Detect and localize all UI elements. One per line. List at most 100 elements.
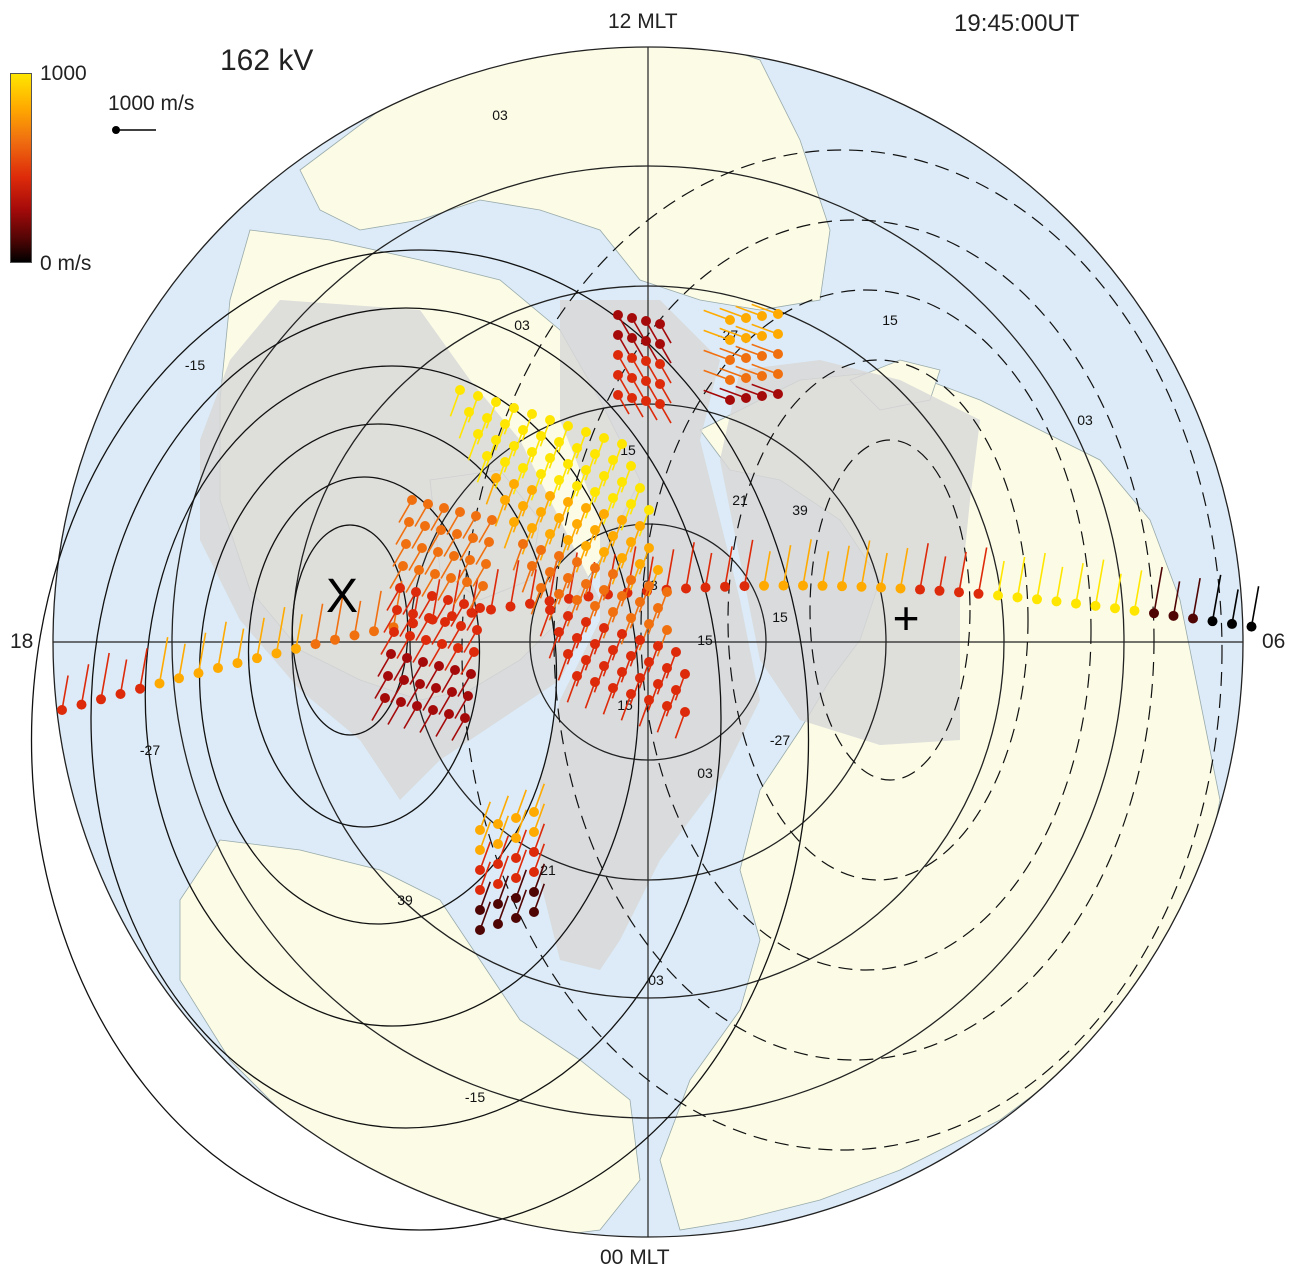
velocity-vector bbox=[511, 889, 528, 923]
velocity-vector bbox=[575, 579, 591, 611]
velocity-vector bbox=[584, 449, 600, 481]
velocity-vector bbox=[1207, 574, 1222, 627]
velocity-vector bbox=[566, 595, 582, 627]
velocity-vector bbox=[437, 573, 456, 601]
velocity-vector bbox=[425, 661, 444, 689]
velocity-vector bbox=[503, 441, 519, 473]
contour-dawn-3 bbox=[640, 289, 1092, 971]
velocity-vector bbox=[475, 861, 492, 895]
velocity-vector bbox=[548, 475, 564, 507]
velocity-vector bbox=[462, 511, 481, 539]
velocity-vector bbox=[383, 605, 402, 633]
velocity-vector bbox=[435, 709, 454, 737]
velocity-vector bbox=[1032, 552, 1046, 605]
velocity-vector bbox=[655, 379, 672, 404]
velocity-vector bbox=[386, 583, 405, 611]
velocity-vector bbox=[557, 611, 573, 643]
velocity-vector bbox=[440, 551, 459, 579]
mlt-label-midnight: 00 MLT bbox=[600, 1246, 670, 1269]
velocity-vector bbox=[349, 600, 362, 641]
velocity-vector bbox=[451, 713, 470, 741]
velocity-vector bbox=[411, 521, 430, 549]
velocity-vector bbox=[310, 603, 324, 650]
velocity-vector bbox=[641, 336, 658, 361]
coverage-west bbox=[200, 300, 600, 800]
velocity-vector bbox=[566, 671, 582, 703]
velocity-vector bbox=[566, 481, 582, 513]
velocity-vector bbox=[174, 643, 186, 684]
velocity-vector bbox=[512, 425, 528, 457]
velocity-vector bbox=[447, 569, 461, 622]
velocity-vector bbox=[511, 829, 528, 863]
velocity-vector bbox=[566, 633, 582, 665]
velocity-vector bbox=[735, 345, 767, 361]
velocity-vector bbox=[291, 614, 303, 654]
velocity-vector bbox=[611, 477, 627, 509]
velocity-vector bbox=[467, 429, 483, 461]
velocity-vector bbox=[638, 581, 654, 613]
velocity-vector bbox=[380, 627, 399, 655]
velocity-vector bbox=[629, 521, 645, 553]
velocity-vector bbox=[602, 607, 618, 639]
velocity-vector bbox=[602, 455, 618, 487]
velocity-vector bbox=[475, 537, 494, 565]
velocity-vector bbox=[719, 327, 751, 343]
velocity-vector bbox=[584, 677, 600, 709]
velocity-vector bbox=[512, 539, 528, 571]
velocity-vector bbox=[620, 689, 636, 721]
velocity-vector bbox=[638, 505, 654, 537]
velocity-vector bbox=[641, 396, 658, 421]
velocity-vector bbox=[539, 453, 555, 485]
velocity-vector bbox=[703, 309, 735, 325]
velocity-vector bbox=[1149, 566, 1163, 619]
velocity-vector bbox=[494, 419, 510, 451]
velocity-vector bbox=[475, 821, 492, 855]
velocity-vector bbox=[954, 551, 967, 598]
velocity-vector bbox=[584, 563, 600, 595]
velocity-vector bbox=[389, 561, 408, 589]
mlt-label-dusk: 18 bbox=[10, 630, 34, 653]
velocity-vector bbox=[521, 523, 537, 555]
velocity-vector bbox=[593, 547, 609, 579]
velocity-vector bbox=[557, 459, 573, 491]
velocity-vector bbox=[494, 457, 510, 489]
velocity-vector bbox=[444, 643, 463, 671]
velocity-vector bbox=[438, 687, 457, 715]
velocity-vector bbox=[511, 809, 528, 843]
contour-label-19: 03 bbox=[648, 972, 664, 988]
velocity-vector bbox=[1168, 581, 1181, 621]
velocity-vector bbox=[681, 542, 695, 594]
velocity-vector bbox=[539, 529, 555, 561]
velocity-vector bbox=[593, 661, 609, 693]
velocity-vector bbox=[627, 313, 644, 338]
velocity-vector bbox=[656, 625, 672, 657]
velocity-vector bbox=[398, 495, 417, 523]
velocity-vector bbox=[512, 501, 528, 533]
velocity-vectors bbox=[57, 303, 1260, 935]
velocity-vector bbox=[557, 649, 573, 681]
velocity-vector bbox=[529, 803, 546, 837]
velocity-vector bbox=[1129, 570, 1143, 616]
velocity-vector bbox=[430, 503, 449, 531]
colorbar-max-label: 1000 bbox=[40, 62, 87, 85]
velocity-vector bbox=[655, 359, 672, 384]
velocity-vector bbox=[466, 578, 479, 618]
velocity-vector bbox=[485, 435, 501, 467]
velocity-vector bbox=[876, 552, 888, 593]
velocity-vector bbox=[856, 540, 871, 592]
velocity-vector bbox=[530, 545, 546, 577]
velocity-vector bbox=[503, 403, 519, 435]
velocity-vector bbox=[611, 553, 627, 585]
mlt-label-dawn: 06 bbox=[1262, 630, 1286, 653]
velocity-vector bbox=[511, 849, 528, 883]
velocity-vector bbox=[472, 559, 491, 587]
velocity-vector bbox=[485, 397, 501, 429]
contour-label-14: -27 bbox=[770, 732, 790, 748]
velocity-vector bbox=[638, 657, 654, 689]
velocity-colorbar bbox=[10, 73, 32, 263]
velocity-vector bbox=[475, 901, 492, 935]
velocity-vector bbox=[735, 385, 767, 401]
velocity-vector bbox=[593, 433, 609, 465]
contour-label-20: -15 bbox=[465, 1089, 485, 1105]
